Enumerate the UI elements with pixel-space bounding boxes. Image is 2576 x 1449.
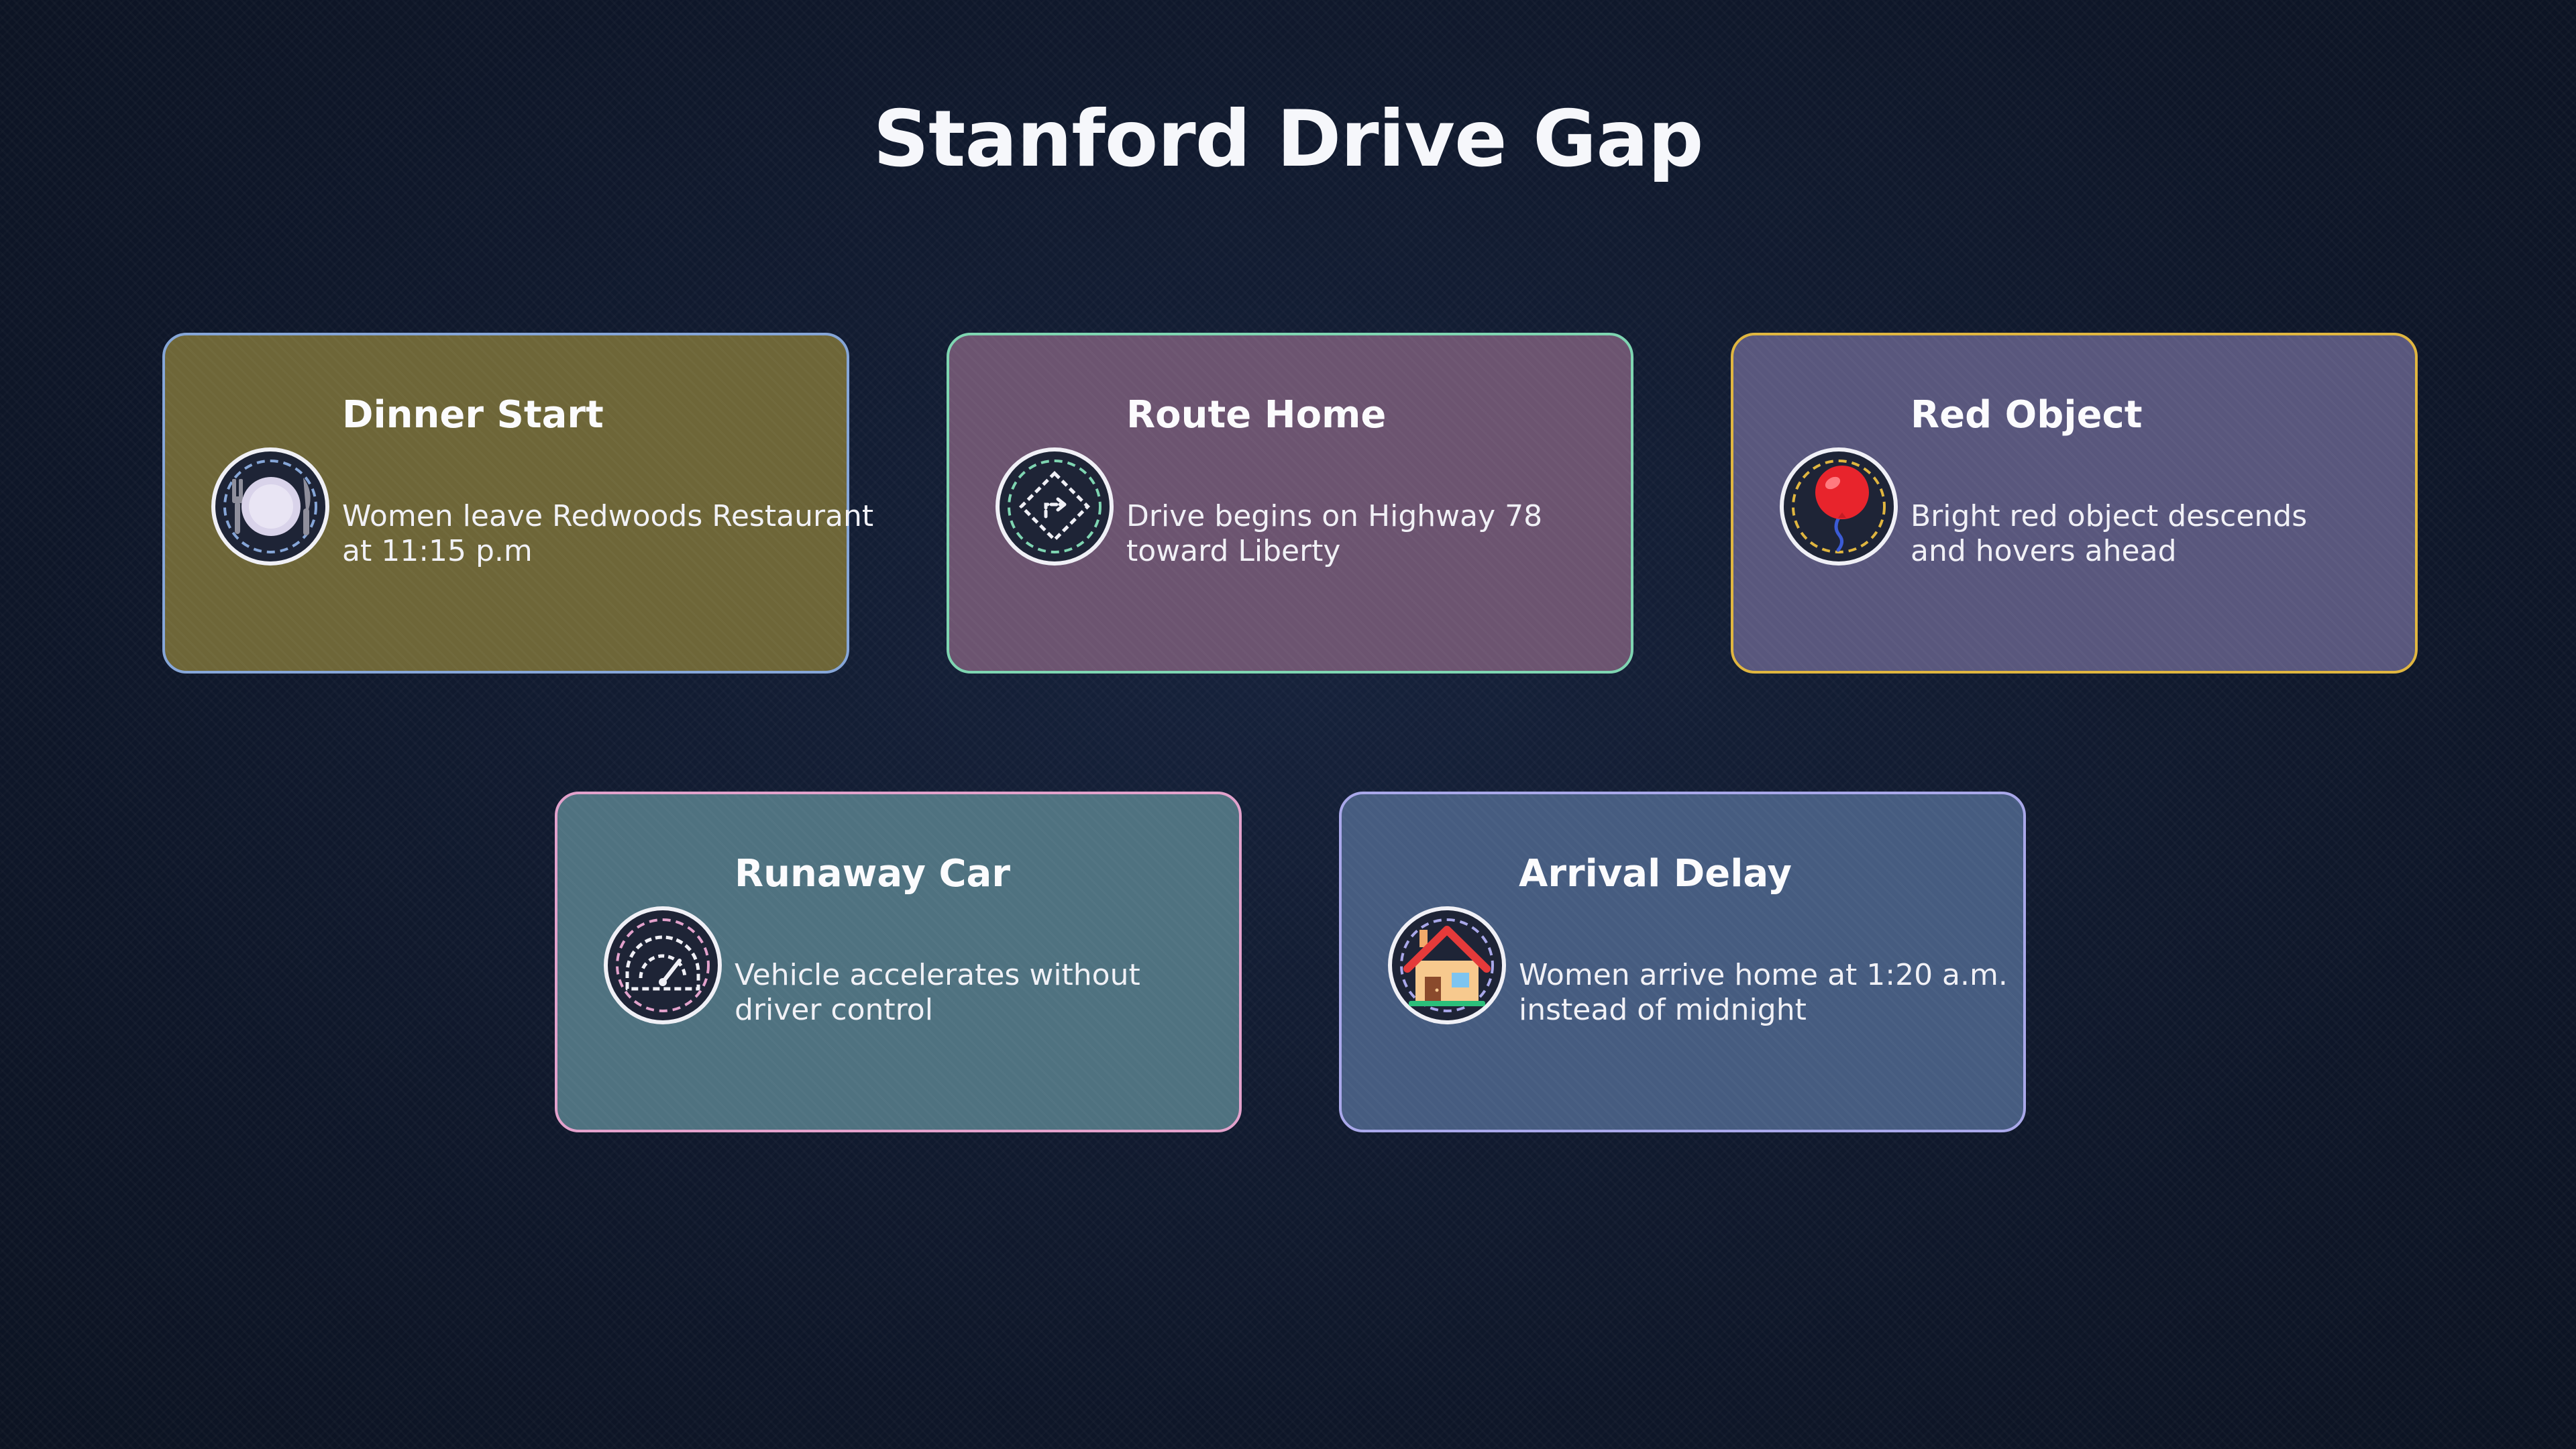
card-description: Women arrive home at 1:20 a.m. instead o… [1519,958,2015,1028]
card-description-line: Women leave Redwoods Restaurant [342,499,874,533]
card-description-line: Bright red object descends [1911,499,2308,533]
card-description-line: at 11:15 p.m [342,534,533,568]
red-balloon-icon [1776,444,1901,569]
card-dinner-start: Dinner Start Women leave Redwoods Restau… [162,333,874,674]
page-title: Stanford Drive Gap [873,94,1703,184]
card-description-line: Vehicle accelerates without [735,958,1140,992]
card-route-home: Route Home Drive begins on Highway 78 to… [947,333,1633,674]
card-description-line: instead of midnight [1519,993,1807,1027]
card-description-line: Drive begins on Highway 78 [1126,499,1543,533]
card-description-line: and hovers ahead [1911,534,2177,568]
card-title: Route Home [1126,393,1387,437]
card-description: Drive begins on Highway 78 toward Libert… [1126,499,1623,569]
speedometer-icon [600,903,725,1028]
card-red-object: Red Object Bright red object descends an… [1731,333,2418,674]
card-description: Women leave Redwoods Restaurant at 11:15… [342,499,874,569]
plate-cutlery-icon [208,444,333,569]
card-title: Red Object [1911,393,2143,437]
card-description: Bright red object descends and hovers ah… [1911,499,2407,569]
house-icon [1385,903,1509,1028]
turn-right-sign-icon [992,444,1117,569]
card-description: Vehicle accelerates without driver contr… [735,958,1231,1028]
card-title: Runaway Car [735,852,1010,896]
card-title: Arrival Delay [1519,852,1792,896]
card-description-line: driver control [735,993,933,1027]
card-runaway-car: Runaway Car Vehicle accelerates without … [555,792,1242,1132]
card-description-line: Women arrive home at 1:20 a.m. [1519,958,2008,992]
card-title: Dinner Start [342,393,604,437]
card-description-line: toward Liberty [1126,534,1341,568]
card-arrival-delay: Arrival Delay Women arrive home at 1:20 … [1339,792,2026,1132]
